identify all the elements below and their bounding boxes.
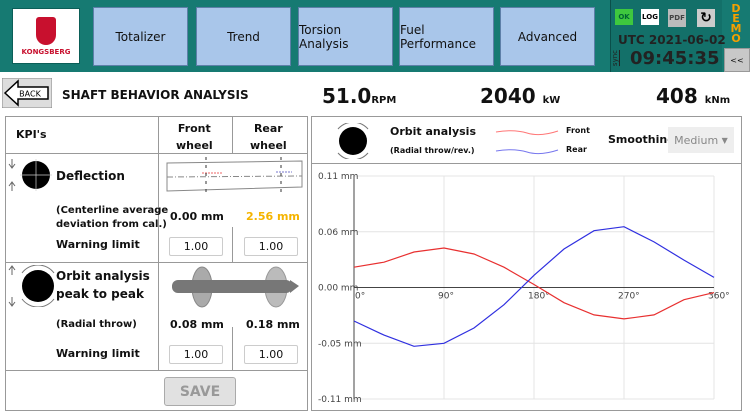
back-button[interactable]: BACK <box>2 78 52 108</box>
sync-label: sync <box>611 50 619 67</box>
kpi-panel: KPI's Front wheel Rear wheel Deflection (C… <box>5 116 308 411</box>
deflection-title: Deflection <box>56 169 125 183</box>
y-tick-label: -0.11 mm <box>318 395 362 405</box>
demo-letter: E <box>732 12 740 25</box>
orbit-sub: (Radial throw) <box>56 319 137 330</box>
legend-lines <box>495 130 559 155</box>
deflection-warning-label: Warning limit <box>56 238 140 251</box>
rear-header-l2: wheel <box>250 139 287 152</box>
rear-wheel-header: Rear wheel <box>250 120 287 154</box>
deflection-sub2: deviation from cal.) <box>56 219 167 230</box>
orbit-icon <box>8 265 55 307</box>
nav-torsion-analysis[interactable]: Torsion Analysis <box>298 7 393 66</box>
orbit-rear-value: 0.18 mm <box>246 318 300 331</box>
x-tick-label: 0° <box>355 292 365 302</box>
demo-letter: O <box>731 32 741 45</box>
orbit-title-2: peak to peak <box>56 287 144 301</box>
y-tick-label: 0.06 mm <box>318 228 358 238</box>
deflection-front-warning-input[interactable]: 1.00 <box>169 237 223 256</box>
orbit-icon <box>337 123 369 159</box>
torque-readout: 408 kNm <box>656 84 730 108</box>
refresh-icon[interactable]: ↻ <box>697 9 715 27</box>
shaft-orbit-diagram <box>172 266 299 308</box>
deflection-icon <box>8 159 52 191</box>
rpm-value: 51.0 <box>322 84 372 108</box>
collapse-button[interactable]: << <box>724 48 750 72</box>
front-header-l1: Front <box>177 122 211 135</box>
x-tick-label: 360° <box>708 292 730 302</box>
kpi-header: KPI's <box>16 128 47 141</box>
nav-totalizer[interactable]: Totalizer <box>93 7 188 66</box>
log-icon[interactable]: LOG <box>641 9 659 25</box>
smoothing-value: Medium <box>674 133 719 147</box>
rpm-readout: 51.0RPM <box>322 84 396 108</box>
power-unit: kW <box>542 95 561 106</box>
demo-letter: D <box>731 2 741 15</box>
orbit-panel-title: Orbit analysis <box>390 125 476 138</box>
orbit-panel-sub: (Radial throw/rev.) <box>390 146 475 155</box>
orbit-analysis-panel: Orbit analysis (Radial throw/rev.) Front… <box>311 116 742 411</box>
x-tick-label: 90° <box>438 292 454 302</box>
deflection-front-value: 0.00 mm <box>170 210 224 223</box>
nav-trend[interactable]: Trend <box>196 7 291 66</box>
x-tick-label: 270° <box>618 292 640 302</box>
back-label: BACK <box>19 90 41 99</box>
legend-rear: Rear <box>566 145 587 154</box>
orbit-chart: 0.11 mm 0.06 mm 0.00 mm -0.05 mm -0.11 mm 0° 9… <box>318 172 730 405</box>
smoothing-select[interactable]: Medium ▼ <box>668 127 734 153</box>
series-line-rear <box>353 226 715 347</box>
utc-date: UTC 2021-06-02 <box>618 33 726 47</box>
torque-value: 408 <box>656 84 698 108</box>
deflection-sub1: (Centerline average <box>56 205 169 216</box>
pdf-camera-icon[interactable]: PDF <box>668 9 686 27</box>
orbit-rear-warning-input[interactable]: 1.00 <box>244 345 298 364</box>
y-tick-label: 0.00 mm <box>318 284 358 294</box>
series-line-front <box>353 247 715 320</box>
demo-letter: M <box>730 22 742 35</box>
orbit-warning-label: Warning limit <box>56 347 140 360</box>
front-wheel-header: Front wheel <box>176 120 213 154</box>
orbit-title-1: Orbit analysis <box>56 269 150 283</box>
deflection-rear-value: 2.56 mm <box>246 210 300 223</box>
orbit-front-warning-input[interactable]: 1.00 <box>169 345 223 364</box>
power-value: 2040 <box>480 84 536 108</box>
logo-text: KONGSBERG <box>21 47 71 56</box>
rear-header-l1: Rear <box>253 122 283 135</box>
page-title: SHAFT BEHAVIOR ANALYSIS <box>62 88 249 102</box>
nav-fuel-performance[interactable]: Fuel Performance <box>399 7 494 66</box>
torque-unit: kNm <box>704 95 731 106</box>
front-header-l2: wheel <box>176 139 213 152</box>
power-readout: 2040 kW <box>480 84 560 108</box>
y-tick-label: -0.05 mm <box>318 339 362 349</box>
save-button[interactable]: SAVE <box>164 377 236 406</box>
rpm-unit: RPM <box>371 95 397 106</box>
orbit-front-value: 0.08 mm <box>170 318 224 331</box>
ok-network-icon[interactable]: OK <box>615 9 633 25</box>
y-tick-label: 0.11 mm <box>318 172 358 182</box>
chevron-down-icon: ▼ <box>721 135 728 145</box>
x-tick-label: 180° <box>528 292 550 302</box>
kongsberg-logo: KONGSBERG <box>12 8 80 64</box>
legend-front: Front <box>566 126 590 135</box>
nav-advanced[interactable]: Advanced <box>500 7 595 66</box>
clock-time: 09:45:35 <box>630 48 720 69</box>
shaft-deflection-diagram <box>166 157 303 193</box>
smoothing-label: Smoothing <box>608 133 676 146</box>
deflection-rear-warning-input[interactable]: 1.00 <box>244 237 298 256</box>
